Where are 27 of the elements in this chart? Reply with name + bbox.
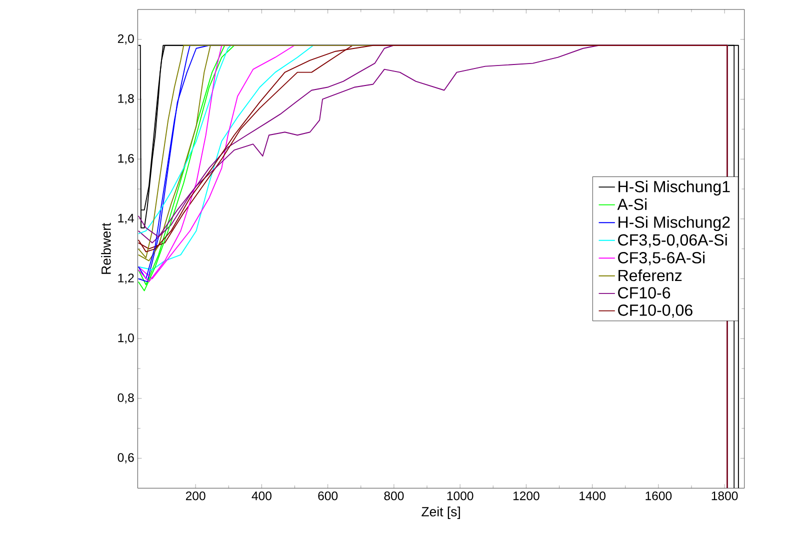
y-tick-label: 1,2 xyxy=(118,273,134,284)
x-tick-label: 1000 xyxy=(447,491,474,500)
legend-label: CF10-0,06 xyxy=(618,304,692,318)
y-tick-label: 1,6 xyxy=(118,154,134,164)
y-tick-label: 0,6 xyxy=(118,452,134,464)
x-tick-label: 600 xyxy=(318,491,338,500)
legend-label: H-Si Mischung2 xyxy=(618,216,730,231)
y-tick-label: 1,4 xyxy=(118,214,134,224)
legend-label: CF3,5-6A-Si xyxy=(618,251,705,266)
legend-label: CF3,5-0,06A-Si xyxy=(618,234,727,248)
x-tick-label: 1400 xyxy=(580,491,606,500)
y-tick-label: 1,0 xyxy=(118,333,134,344)
legend-label: Referenz xyxy=(618,269,682,281)
y-tick-label: 1,8 xyxy=(118,94,134,104)
x-axis-title: Zeit [s] xyxy=(422,506,460,519)
x-tick-label: 1600 xyxy=(646,491,672,500)
legend-label: A-Si xyxy=(617,198,647,210)
x-tick-label: 1800 xyxy=(712,491,738,500)
x-tick-label: 1200 xyxy=(513,491,540,500)
legend-label: H-Si Mischung1 xyxy=(618,180,730,196)
x-tick-label: 400 xyxy=(252,491,272,500)
y-tick-label: 2,0 xyxy=(118,34,134,44)
y-axis-title: Reibwert xyxy=(101,222,111,274)
x-tick-label: 800 xyxy=(384,491,404,500)
legend-label: CF10-6 xyxy=(618,286,670,298)
x-tick-label: 200 xyxy=(186,491,206,500)
y-tick-label: 0,8 xyxy=(118,393,134,404)
